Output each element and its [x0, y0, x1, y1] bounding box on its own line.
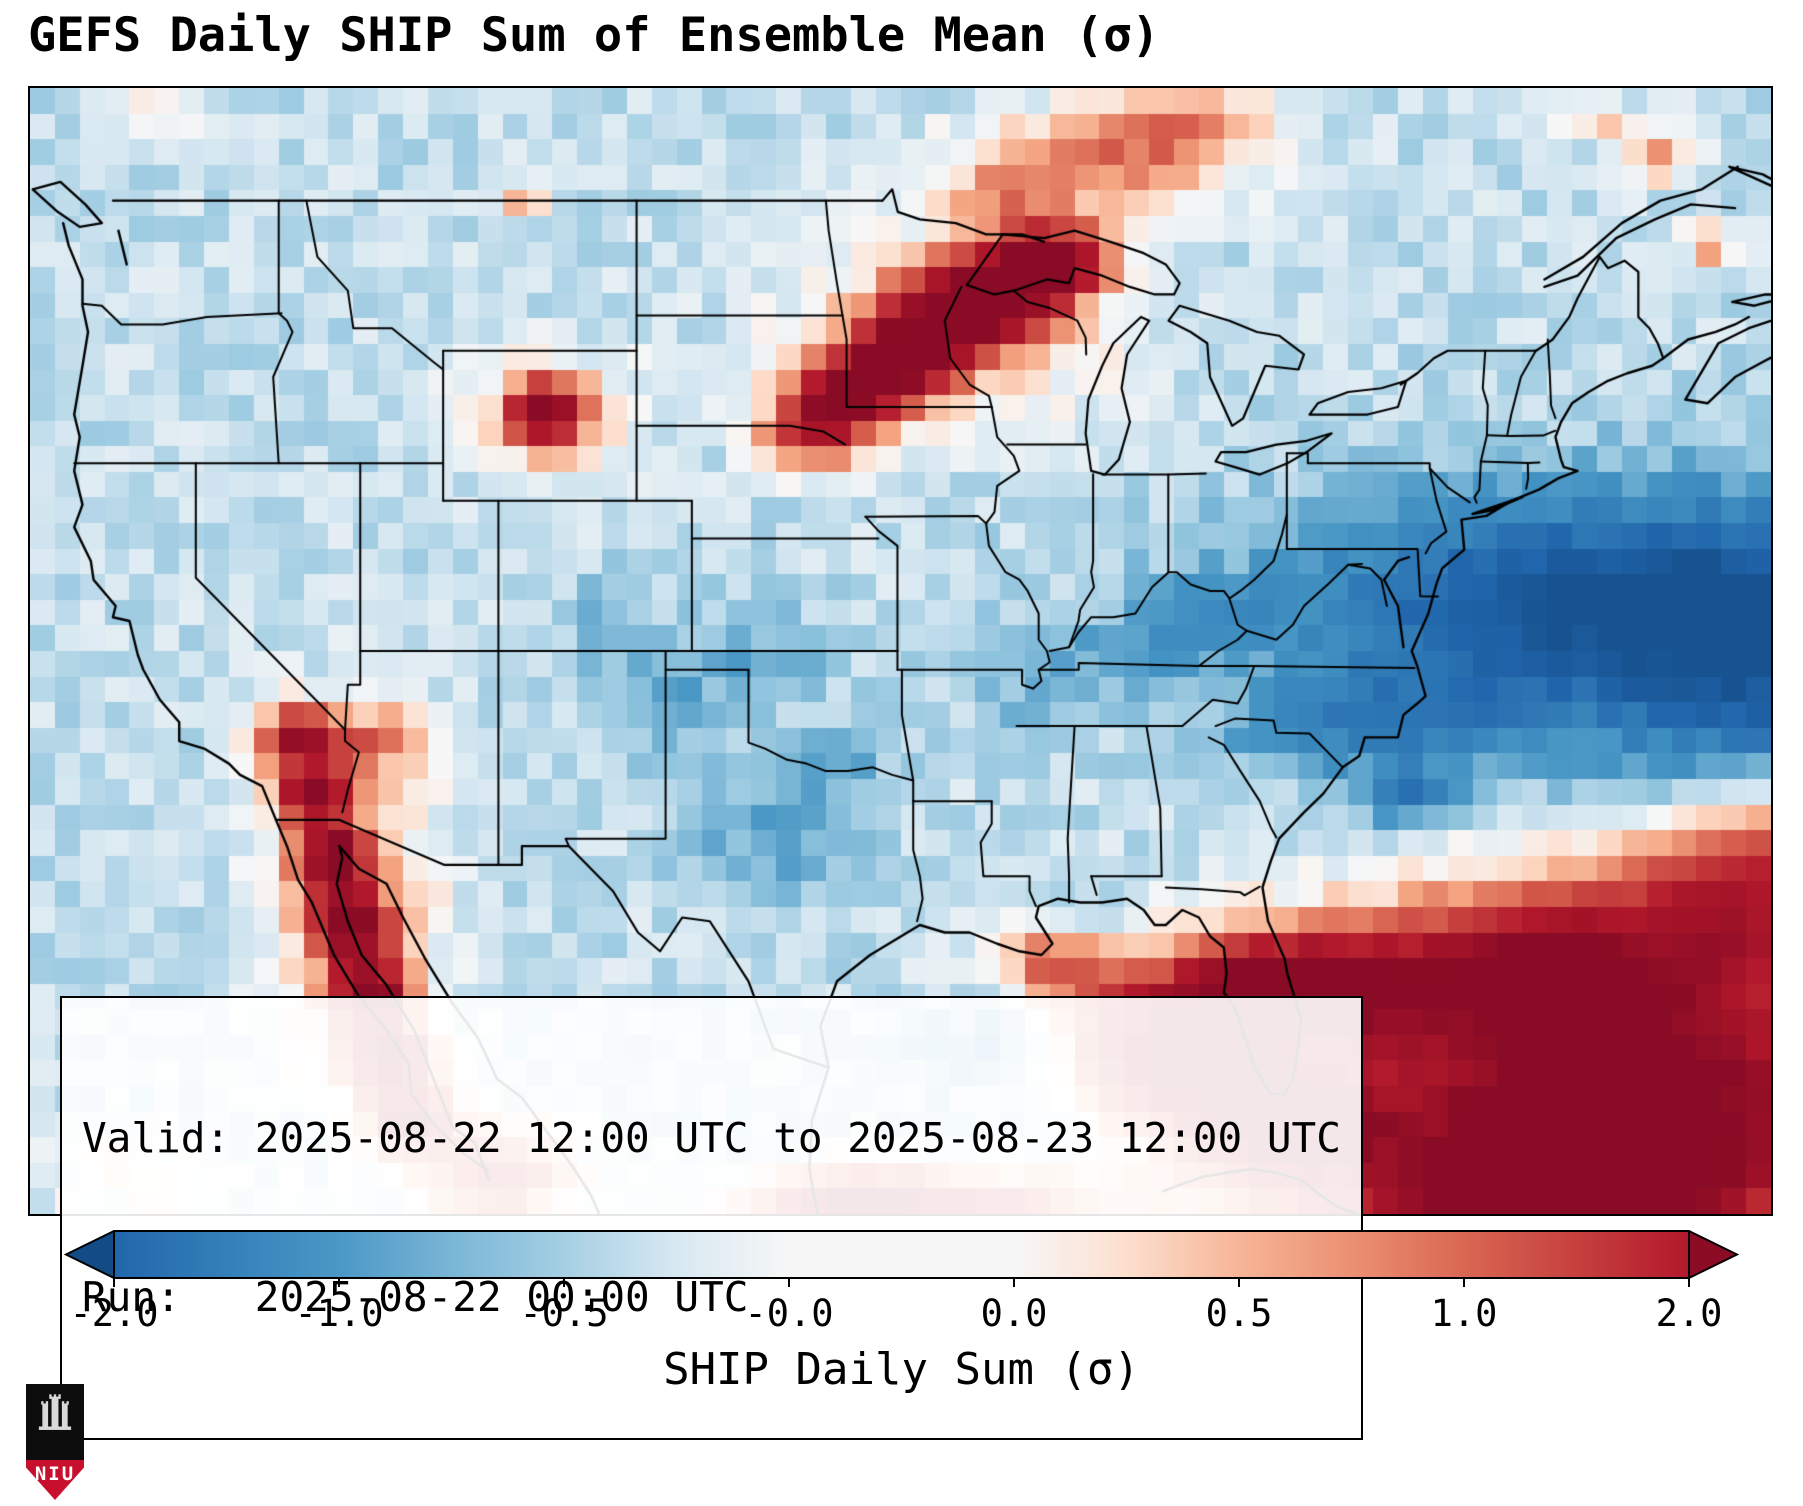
- colorbar: [63, 1229, 1740, 1290]
- niu-logo-text: NIU: [34, 1463, 76, 1485]
- validity-annotation: Valid: 2025-08-22 12:00 UTC to 2025-08-2…: [60, 996, 1363, 1440]
- colorbar-tick-label: -1.0: [294, 1292, 384, 1335]
- colorbar-tick-labels: -2.0 -1.0 -0.5 -0.0 0.0 0.5 1.0 2.0: [64, 1292, 1739, 1336]
- colorbar-tick-label: -0.5: [519, 1292, 609, 1335]
- valid-line: Valid: 2025-08-22 12:00 UTC to 2025-08-2…: [82, 1114, 1341, 1162]
- page-title: GEFS Daily SHIP Sum of Ensemble Mean (σ): [28, 8, 1160, 63]
- run-line: Run: 2025-08-22 00:00 UTC: [82, 1273, 749, 1321]
- colorbar-tick-label: -2.0: [69, 1292, 159, 1335]
- castle-icon: [38, 1394, 72, 1430]
- colorbar-tick-label: -0.0: [744, 1292, 834, 1335]
- niu-logo-band: NIU: [26, 1460, 84, 1500]
- colorbar-tick-label: 2.0: [1655, 1292, 1723, 1335]
- colorbar-label: SHIP Daily Sum (σ): [663, 1344, 1140, 1395]
- colorbar-tick-label: 1.0: [1430, 1292, 1498, 1335]
- colorbar-tick-label: 0.0: [980, 1292, 1048, 1335]
- colorbar-svg: [63, 1229, 1740, 1287]
- niu-logo: NIU: [26, 1384, 84, 1500]
- map-panel: Valid: 2025-08-22 12:00 UTC to 2025-08-2…: [28, 86, 1773, 1440]
- colorbar-tick-label: 0.5: [1205, 1292, 1273, 1335]
